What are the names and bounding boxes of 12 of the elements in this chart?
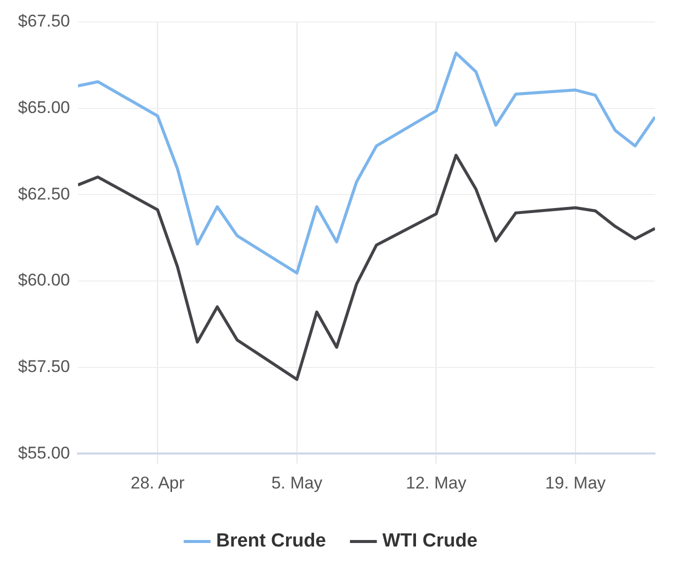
y-tick-label: $62.50: [18, 184, 70, 204]
y-tick-label: $57.50: [18, 356, 70, 376]
x-tick-label: 19. May: [545, 473, 606, 492]
x-tick-label: 5. May: [271, 473, 323, 492]
y-tick-label: $55.00: [18, 443, 70, 462]
x-tick-label: 28. Apr: [130, 473, 185, 492]
x-tick-label: 12. May: [406, 473, 467, 492]
y-tick-label: $67.50: [18, 12, 70, 31]
legend-label: Brent Crude: [216, 530, 326, 552]
legend-label: WTI Crude: [382, 530, 478, 552]
y-tick-label: $65.00: [18, 98, 70, 118]
y-tick-label: $60.00: [18, 270, 70, 290]
